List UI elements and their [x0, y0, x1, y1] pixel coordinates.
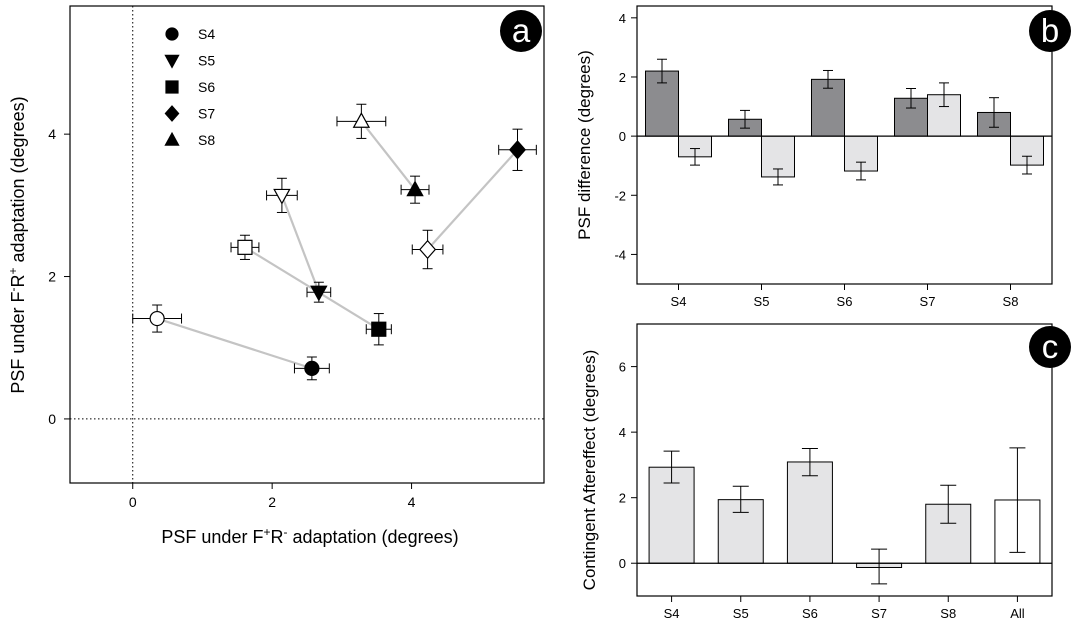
x-tick-label: S7 — [920, 294, 936, 309]
x-tick-label: S4 — [664, 606, 680, 621]
panel-a-connectors — [156, 120, 519, 370]
y-tick-label: 2 — [619, 70, 626, 85]
connector-s8 — [360, 120, 416, 191]
legend-marker-s4 — [165, 27, 179, 41]
x-tick-label: S5 — [754, 294, 770, 309]
x-tick-label: S6 — [802, 606, 818, 621]
panel-a-label: a — [512, 12, 531, 49]
panel-a-frame — [69, 5, 545, 484]
y-tick-label: 0 — [619, 556, 626, 571]
panel-c-label-badge — [1029, 326, 1071, 368]
panel-c: S4 S5 S6 S7 S8 All 0 2 4 6 Contingent Aftereffect… — [580, 323, 1071, 621]
s4-filled-point — [304, 360, 320, 376]
s4-open-point — [149, 310, 165, 327]
panel-c-frame — [636, 323, 1053, 597]
x-tick-label: S5 — [733, 606, 749, 621]
x-tick-label: S8 — [1003, 294, 1019, 309]
s6-open-point — [237, 239, 253, 255]
x-tick-label: 2 — [268, 494, 276, 510]
connector-s4 — [156, 317, 313, 370]
legend-label: S4 — [198, 26, 215, 42]
panel-b-y-axis-label: PSF difference (degrees) — [575, 50, 594, 240]
legend-marker-s5 — [164, 54, 180, 69]
y-tick-label: -4 — [614, 247, 626, 262]
connector-s5 — [280, 194, 320, 293]
legend-marker-s6 — [165, 80, 179, 94]
connector-s7 — [426, 149, 519, 251]
s8-filled-point — [406, 180, 424, 197]
panel-a-label-badge — [500, 10, 542, 52]
s5-filled-point — [310, 285, 328, 302]
y-tick-label: 4 — [619, 425, 626, 440]
panel-a-legend: S4 S5 S6 S7 S8 — [164, 26, 215, 148]
y-tick-label: 4 — [48, 126, 56, 142]
panel-c-y-axis-label: Contingent Aftereffect (degrees) — [580, 350, 599, 591]
legend-label: S8 — [198, 132, 215, 148]
x-tick-label: S8 — [940, 606, 956, 621]
legend-marker-s8 — [164, 131, 180, 146]
panel-b-bars — [637, 58, 1052, 186]
s8-open-point — [352, 112, 371, 128]
y-tick-label: 0 — [48, 411, 56, 427]
panel-c-bars — [637, 447, 1052, 585]
panel-b-ticks: S4 S5 S6 S7 S8 -4 -2 0 2 4 — [614, 11, 1018, 309]
panel-c-label: c — [1042, 328, 1059, 365]
y-tick-label: 2 — [619, 491, 626, 506]
x-tick-label: 4 — [408, 494, 416, 510]
x-tick-label: S7 — [871, 606, 887, 621]
legend-label: S6 — [198, 79, 215, 95]
bar-s6 — [786, 461, 833, 564]
s6-filled-point — [371, 321, 387, 337]
panel-b-label-badge — [1029, 10, 1071, 52]
y-tick-label: 2 — [48, 269, 56, 285]
panel-a: 0 2 4 0 2 4 S4 S5 S6 S7 S8 PSF under F+R- adaptat… — [6, 5, 545, 547]
s7-open-point — [419, 239, 437, 260]
s7-filled-point — [509, 140, 527, 160]
s5-open-point — [273, 188, 291, 205]
panel-a-points — [132, 103, 537, 381]
y-tick-label: -2 — [614, 188, 626, 203]
legend-marker-s7 — [164, 105, 180, 122]
panel-b-label: b — [1041, 12, 1059, 49]
y-tick-label: 4 — [619, 11, 626, 26]
panel-b: S4 S5 S6 S7 S8 -4 -2 0 2 4 PSF difference (degree… — [575, 5, 1071, 309]
legend-label: S5 — [198, 53, 215, 69]
panel-a-y-axis-label: PSF under F-R+ adaptation (degrees) — [6, 96, 28, 393]
x-tick-label: All — [1010, 606, 1025, 621]
panel-a-x-axis-label: PSF under F+R- adaptation (degrees) — [161, 525, 458, 547]
legend-label: S7 — [198, 106, 215, 122]
panel-c-ticks: S4 S5 S6 S7 S8 All 0 2 4 6 — [619, 360, 1025, 621]
y-tick-label: 0 — [619, 129, 626, 144]
y-tick-label: 6 — [619, 360, 626, 375]
panel-a-ticks: 0 2 4 0 2 4 — [48, 126, 415, 510]
x-tick-label: S6 — [837, 294, 853, 309]
x-tick-label: 0 — [129, 494, 137, 510]
x-tick-label: S4 — [671, 294, 687, 309]
